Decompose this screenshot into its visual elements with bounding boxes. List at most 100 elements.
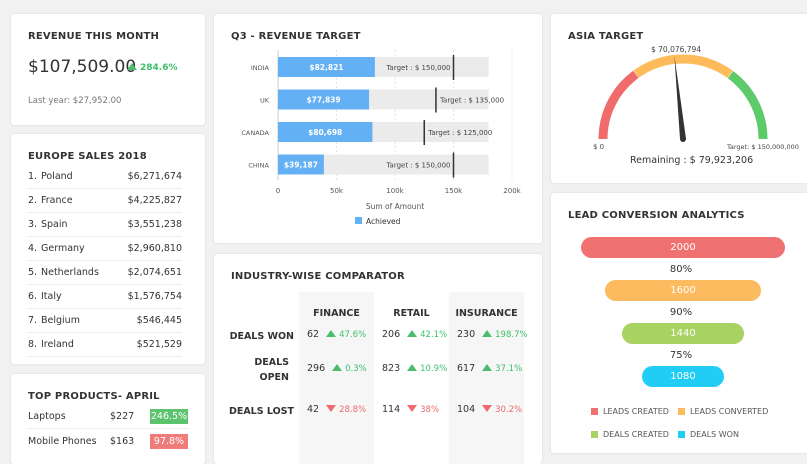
metric-cell: 62 47.6% xyxy=(307,329,366,340)
legend-swatch xyxy=(678,431,685,438)
rank: 1. xyxy=(28,171,38,182)
country: Belgium xyxy=(41,315,80,326)
funnel-stage: 1440 xyxy=(622,323,744,344)
metric-value: 42 xyxy=(307,404,320,415)
metric-cell: 296 0.3% xyxy=(307,363,367,374)
product-name: Mobile Phones xyxy=(28,435,97,447)
gauge-value-label: $ 70,076,794 xyxy=(651,45,702,54)
lead-title: LEAD CONVERSION ANALYTICS xyxy=(568,210,745,221)
metric-change: 28.8% xyxy=(339,405,367,415)
metric-value: 62 xyxy=(307,329,320,340)
revenue-value: $107,509.00 xyxy=(28,57,137,77)
sales-value: $2,074,651 xyxy=(127,267,182,278)
up-arrow-icon xyxy=(407,364,418,371)
revenue-card: REVENUE THIS MONTH $107,509.00 284.6% La… xyxy=(11,14,205,125)
rank: 6. xyxy=(28,291,38,302)
down-arrow-icon xyxy=(407,405,418,412)
legend-item[interactable]: DEALS WON xyxy=(678,430,739,439)
revenue-change: 284.6% xyxy=(127,63,178,73)
europe-sales-title: EUROPE SALES 2018 xyxy=(28,151,147,162)
row-label: DEALS WON xyxy=(229,331,294,342)
funnel-stage: 1080 xyxy=(642,366,724,387)
metric-change: 30.2% xyxy=(495,405,523,415)
up-arrow-icon xyxy=(482,330,493,337)
revenue-change-value: 284.6% xyxy=(140,63,178,73)
category-label: CANADA xyxy=(241,129,269,137)
metric-value: 114 xyxy=(382,404,401,415)
target-label: Target : $ 125,000 xyxy=(427,129,492,137)
down-arrow-icon xyxy=(326,405,337,412)
x-tick-label: 200k xyxy=(503,187,521,195)
revenue-target-card: Q3 - REVENUE TARGET 0 50k 100k 150k 200k $82,… xyxy=(214,14,542,243)
europe-sales-row: 3. Spain $3,551,238 xyxy=(28,213,182,237)
target-label: Target : $ 150,000 xyxy=(385,162,450,170)
europe-sales-row: 2. France $4,225,827 xyxy=(28,189,182,213)
product-change-badge: 97.8% xyxy=(150,433,188,449)
europe-sales-row: 1. Poland $6,271,674 xyxy=(28,165,182,189)
metric-cell: 42 28.8% xyxy=(307,404,366,415)
down-arrow-icon xyxy=(482,405,493,412)
achieved-bar xyxy=(278,154,324,175)
x-tick-label: 100k xyxy=(386,187,404,195)
x-tick-label: 0 xyxy=(276,187,280,195)
legend-item[interactable]: LEADS CREATED xyxy=(591,407,669,416)
chart-title: Q3 - REVENUE TARGET xyxy=(231,31,361,42)
metric-cell: 104 30.2% xyxy=(457,404,522,415)
insurance-column-bg xyxy=(449,292,524,464)
metric-value: 296 xyxy=(307,363,326,374)
up-arrow-icon xyxy=(332,364,343,371)
metric-value: 104 xyxy=(457,404,476,415)
metric-cell: 823 10.9% xyxy=(382,363,447,374)
metric-change: 47.6% xyxy=(339,330,367,340)
bar-value-label: $39,187 xyxy=(284,161,318,170)
rank: 5. xyxy=(28,267,38,278)
bar-value-label: $82,821 xyxy=(309,63,343,72)
column-header: FINANCE xyxy=(313,308,360,319)
product-name: Laptops xyxy=(28,411,66,422)
legend-item[interactable]: DEALS CREATED xyxy=(591,430,669,439)
metric-cell: 206 42.1% xyxy=(382,329,447,340)
sales-value: $3,551,238 xyxy=(127,219,182,230)
product-row: Mobile Phones $163 97.8% xyxy=(28,429,188,453)
country: Netherlands xyxy=(41,267,99,278)
legend-item[interactable]: LEADS CONVERTED xyxy=(678,407,768,416)
metric-cell: 114 38% xyxy=(382,404,439,415)
industry-title: INDUSTRY-WISE COMPARATOR xyxy=(231,271,405,282)
asia-title: ASIA TARGET xyxy=(568,31,644,42)
column-header: RETAIL xyxy=(393,308,430,319)
metric-change: 42.1% xyxy=(420,330,448,340)
funnel-stage: 1600 xyxy=(605,280,761,301)
sales-value: $6,271,674 xyxy=(127,171,182,182)
up-arrow-icon xyxy=(127,63,137,70)
funnel-stage: 2000 xyxy=(581,237,785,258)
top-products-card: TOP PRODUCTS- APRIL Laptops $227 246.5% Mob… xyxy=(11,374,205,464)
metric-cell: 230 198.7% xyxy=(457,329,528,340)
up-arrow-icon xyxy=(407,330,418,337)
metric-change: 198.7% xyxy=(495,330,528,340)
rank: 2. xyxy=(28,195,38,206)
gauge-remaining: Remaining : $ 79,923,206 xyxy=(630,155,754,166)
metric-value: 617 xyxy=(457,363,476,374)
up-arrow-icon xyxy=(482,364,493,371)
legend-label: LEADS CREATED xyxy=(603,407,669,416)
column-header: INSURANCE xyxy=(455,308,518,319)
category-label: CHINA xyxy=(248,162,269,170)
europe-sales-row: 7. Belgium $546,445 xyxy=(28,309,182,333)
country: Italy xyxy=(41,291,62,302)
rank: 8. xyxy=(28,339,38,350)
gauge-segment xyxy=(633,54,733,78)
legend-swatch xyxy=(355,217,362,224)
gauge-min-label: $ 0 xyxy=(593,143,605,151)
achieved-bar xyxy=(278,57,375,77)
sales-value: $546,445 xyxy=(136,315,182,326)
target-label: Target : $ 135,000 xyxy=(439,97,504,105)
country: Spain xyxy=(41,219,68,230)
achieved-bar xyxy=(278,89,370,110)
top-products-title: TOP PRODUCTS- APRIL xyxy=(28,391,160,402)
row-label: DEALS OPEN xyxy=(254,357,289,383)
metric-value: 206 xyxy=(382,329,401,340)
country: Germany xyxy=(41,243,85,254)
revenue-last-year: Last year: $27,952.00 xyxy=(28,96,122,106)
rank: 4. xyxy=(28,243,38,254)
legend-label[interactable]: Achieved xyxy=(366,217,401,226)
